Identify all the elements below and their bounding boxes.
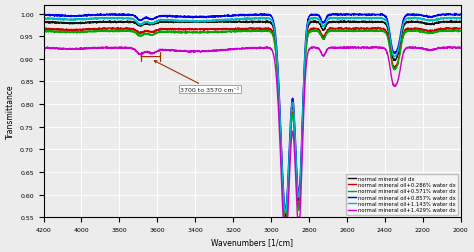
normal mineral oil+1.429% water dx <box>341 46 347 49</box>
X-axis label: Wavenumbers [1/cm]: Wavenumbers [1/cm] <box>211 237 293 246</box>
normal mineral oil+0.571% water dx <box>458 30 464 33</box>
normal mineral oil dx <box>304 34 310 37</box>
Line: normal mineral oil+0.571% water dx: normal mineral oil+0.571% water dx <box>44 31 461 217</box>
normal mineral oil+0.571% water dx <box>114 29 119 32</box>
normal mineral oil+1.143% water dx <box>283 212 288 215</box>
normal mineral oil dx <box>411 21 417 24</box>
normal mineral oil+0.286% water dx <box>431 30 437 33</box>
normal mineral oil+0.857% water dx <box>335 13 340 16</box>
normal mineral oil+1.429% water dx <box>458 47 464 50</box>
normal mineral oil+1.143% water dx <box>457 18 463 21</box>
normal mineral oil+1.143% water dx <box>431 20 437 23</box>
normal mineral oil+0.286% water dx <box>282 216 287 219</box>
Line: normal mineral oil dx: normal mineral oil dx <box>44 21 461 216</box>
normal mineral oil+0.571% water dx <box>304 42 310 45</box>
normal mineral oil+1.143% water dx <box>458 17 464 20</box>
normal mineral oil dx <box>341 20 347 23</box>
normal mineral oil dx <box>137 25 143 28</box>
Text: 3700 to 3570 cm⁻¹: 3700 to 3570 cm⁻¹ <box>154 61 239 92</box>
normal mineral oil dx <box>41 21 46 24</box>
normal mineral oil+0.286% water dx <box>304 41 310 44</box>
Line: normal mineral oil+0.286% water dx: normal mineral oil+0.286% water dx <box>44 28 461 217</box>
normal mineral oil+0.571% water dx <box>282 216 287 219</box>
normal mineral oil+1.143% water dx <box>411 17 417 20</box>
normal mineral oil dx <box>431 23 437 26</box>
normal mineral oil+0.571% water dx <box>411 30 417 34</box>
normal mineral oil+1.429% water dx <box>41 47 46 50</box>
normal mineral oil+0.857% water dx <box>457 14 463 17</box>
normal mineral oil+1.143% water dx <box>137 24 143 27</box>
normal mineral oil+1.429% water dx <box>137 54 143 57</box>
Y-axis label: Transmittance: Transmittance <box>6 84 15 139</box>
Line: normal mineral oil+1.429% water dx: normal mineral oil+1.429% water dx <box>44 47 461 217</box>
normal mineral oil+0.857% water dx <box>452 13 458 16</box>
normal mineral oil+1.429% water dx <box>457 47 463 50</box>
normal mineral oil dx <box>335 21 340 24</box>
normal mineral oil+0.571% water dx <box>431 32 437 35</box>
normal mineral oil+1.143% water dx <box>410 17 416 20</box>
normal mineral oil+0.286% water dx <box>411 28 417 32</box>
normal mineral oil+1.143% water dx <box>41 18 46 21</box>
normal mineral oil+1.143% water dx <box>304 32 310 35</box>
normal mineral oil+0.286% water dx <box>457 27 463 30</box>
normal mineral oil+0.286% water dx <box>375 27 381 30</box>
normal mineral oil+0.571% water dx <box>457 30 463 34</box>
normal mineral oil+1.429% water dx <box>431 49 437 52</box>
normal mineral oil+0.857% water dx <box>283 208 288 211</box>
normal mineral oil+1.429% water dx <box>335 47 340 50</box>
normal mineral oil+0.571% water dx <box>137 35 143 38</box>
normal mineral oil+1.429% water dx <box>304 60 310 63</box>
Line: normal mineral oil+1.143% water dx: normal mineral oil+1.143% water dx <box>44 18 461 213</box>
normal mineral oil+0.286% water dx <box>335 28 340 31</box>
normal mineral oil+0.286% water dx <box>137 33 143 36</box>
normal mineral oil+1.429% water dx <box>280 216 286 219</box>
normal mineral oil+1.429% water dx <box>411 46 417 49</box>
normal mineral oil+1.143% water dx <box>335 17 340 20</box>
Line: normal mineral oil+0.857% water dx: normal mineral oil+0.857% water dx <box>44 14 461 209</box>
normal mineral oil+0.286% water dx <box>41 29 46 32</box>
normal mineral oil dx <box>457 21 463 24</box>
normal mineral oil dx <box>458 22 464 25</box>
normal mineral oil+0.571% water dx <box>41 30 46 33</box>
normal mineral oil+0.857% water dx <box>430 16 436 19</box>
normal mineral oil+0.857% water dx <box>137 20 143 23</box>
normal mineral oil+0.286% water dx <box>458 28 464 31</box>
normal mineral oil+0.857% water dx <box>410 14 416 17</box>
normal mineral oil dx <box>283 215 288 218</box>
normal mineral oil+0.857% water dx <box>304 28 310 31</box>
normal mineral oil+0.857% water dx <box>458 14 464 17</box>
normal mineral oil+0.857% water dx <box>41 14 46 17</box>
Legend: normal mineral oil dx, normal mineral oil+0.286% water dx, normal mineral oil+0.: normal mineral oil dx, normal mineral oi… <box>346 174 458 215</box>
normal mineral oil+0.571% water dx <box>335 30 340 33</box>
